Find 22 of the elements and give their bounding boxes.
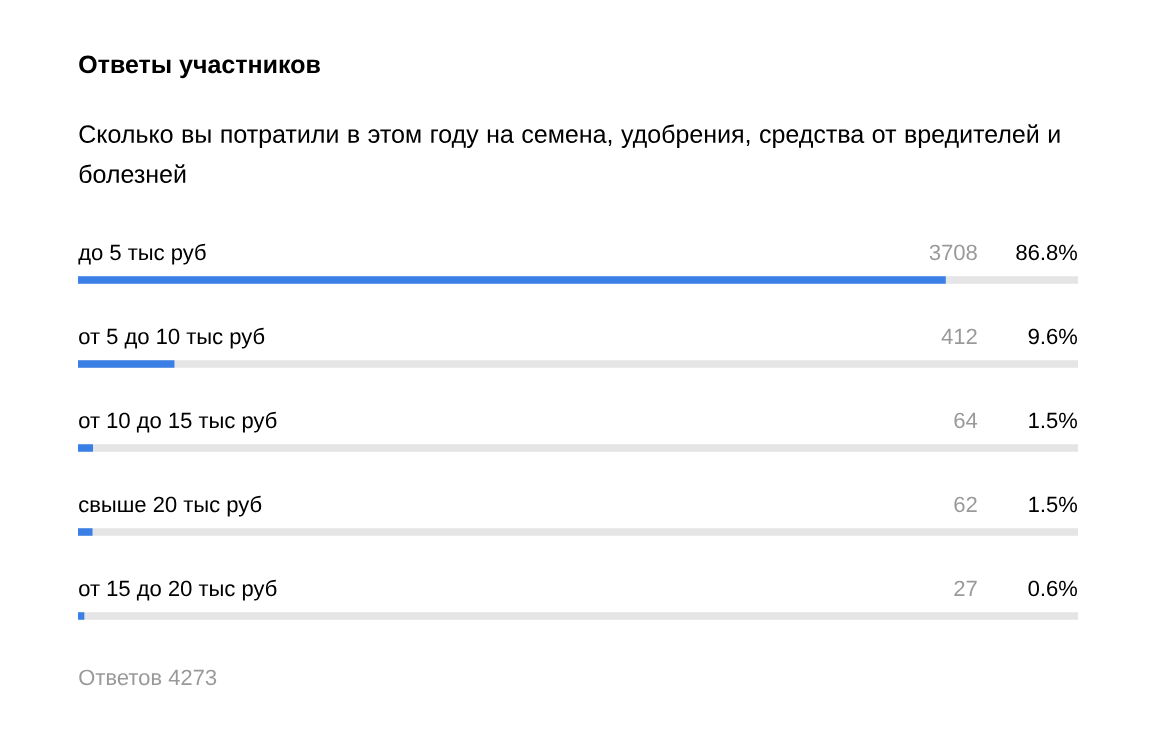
bar [78,360,175,368]
bar [78,612,85,620]
annotation: 0.6% [1028,580,1077,597]
y-tick-label: до 5 тыс руб [78,243,206,265]
data-label: 27 [954,580,977,596]
text: Ответов 4273 [79,669,217,686]
annotation: 9.6% [1028,328,1077,345]
annotation: 1.5% [1029,496,1077,513]
data-label: 62 [954,496,977,513]
chart-subtitle: Сколько вы потратили в этом году на семена, удобрения, средства от вредителей и болезней [79,124,1060,183]
y-tick-label: свыше 20 тыс руб [79,495,262,517]
data-label: 64 [954,412,978,429]
bar [78,444,93,452]
annotation: 1.5% [1029,412,1077,429]
y-tick-label: от 15 до 20 тыс руб [79,579,277,601]
data-label: 3708 [929,244,977,261]
data-label: 412 [941,328,977,344]
y-tick-label: от 10 до 15 тыс руб [79,411,277,433]
chart-title: Ответы участников [79,55,320,79]
bar [78,528,93,536]
annotation: 86.8% [1016,244,1077,261]
y-tick-label: от 5 до 10 тыс руб [79,327,265,349]
